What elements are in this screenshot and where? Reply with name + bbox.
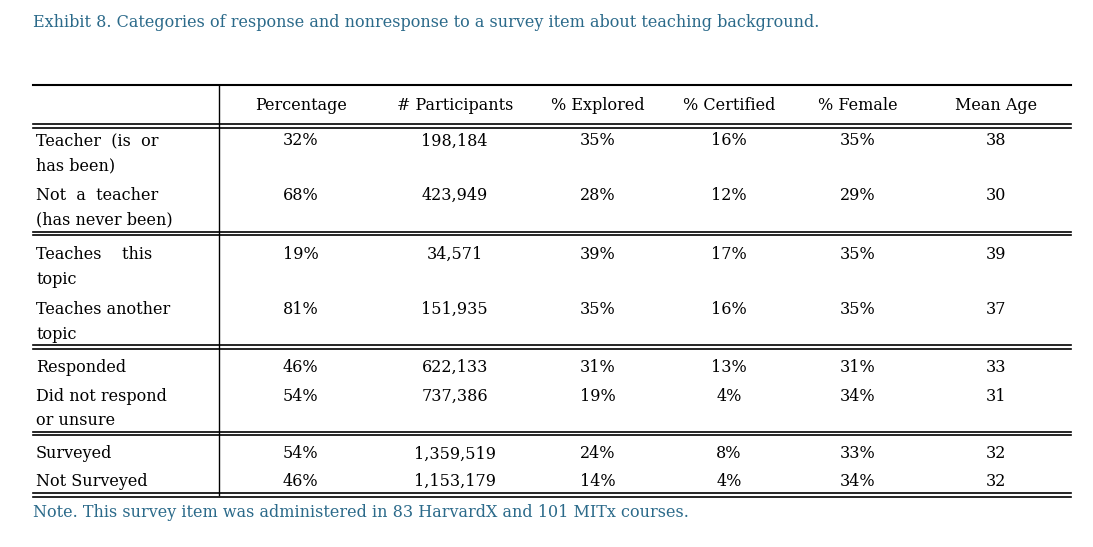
Text: 68%: 68% (283, 187, 318, 204)
Text: 151,935: 151,935 (422, 301, 487, 318)
Text: topic: topic (36, 271, 77, 288)
Text: 46%: 46% (283, 359, 318, 376)
Text: 46%: 46% (283, 473, 318, 490)
Text: 24%: 24% (580, 445, 615, 462)
Text: Not  a  teacher: Not a teacher (36, 187, 158, 204)
Text: 81%: 81% (283, 301, 318, 318)
Text: Exhibit 8. Categories of response and nonresponse to a survey item about teachin: Exhibit 8. Categories of response and no… (33, 14, 819, 31)
Text: 19%: 19% (580, 388, 615, 405)
Text: 16%: 16% (712, 132, 747, 149)
Text: # Participants: # Participants (397, 97, 513, 114)
Text: 35%: 35% (841, 301, 875, 318)
Text: 4%: 4% (716, 473, 742, 490)
Text: % Explored: % Explored (551, 97, 645, 114)
Text: 32: 32 (986, 473, 1007, 490)
Text: 622,133: 622,133 (422, 359, 487, 376)
Text: or unsure: or unsure (36, 412, 115, 429)
Text: 17%: 17% (712, 246, 747, 263)
Text: 12%: 12% (712, 187, 747, 204)
Text: 34,571: 34,571 (426, 246, 483, 263)
Text: (has never been): (has never been) (36, 212, 173, 229)
Text: Teacher  (is  or: Teacher (is or (36, 132, 158, 149)
Text: 54%: 54% (283, 388, 318, 405)
Text: 737,386: 737,386 (422, 388, 487, 405)
Text: 29%: 29% (841, 187, 875, 204)
Text: 423,949: 423,949 (422, 187, 487, 204)
Text: 35%: 35% (580, 132, 615, 149)
Text: 32: 32 (986, 445, 1007, 462)
Text: 14%: 14% (580, 473, 615, 490)
Text: 13%: 13% (712, 359, 747, 376)
Text: 198,184: 198,184 (422, 132, 487, 149)
Text: 35%: 35% (841, 132, 875, 149)
Text: 34%: 34% (841, 388, 875, 405)
Text: 37: 37 (986, 301, 1007, 318)
Text: topic: topic (36, 326, 77, 343)
Text: 31%: 31% (841, 359, 875, 376)
Text: % Certified: % Certified (683, 97, 775, 114)
Text: 33: 33 (986, 359, 1007, 376)
Text: Responded: Responded (36, 359, 126, 376)
Text: 28%: 28% (580, 187, 615, 204)
Text: 35%: 35% (580, 301, 615, 318)
Text: % Female: % Female (819, 97, 897, 114)
Text: 39: 39 (986, 246, 1007, 263)
Text: Teaches    this: Teaches this (36, 246, 152, 263)
Text: 54%: 54% (283, 445, 318, 462)
Text: 35%: 35% (841, 246, 875, 263)
Text: Mean Age: Mean Age (955, 97, 1037, 114)
Text: 4%: 4% (716, 388, 742, 405)
Text: 34%: 34% (841, 473, 875, 490)
Text: has been): has been) (36, 157, 115, 174)
Text: 8%: 8% (716, 445, 742, 462)
Text: Teaches another: Teaches another (36, 301, 171, 318)
Text: 1,153,179: 1,153,179 (413, 473, 496, 490)
Text: Surveyed: Surveyed (36, 445, 113, 462)
Text: 38: 38 (986, 132, 1007, 149)
Text: 19%: 19% (283, 246, 318, 263)
Text: 30: 30 (986, 187, 1007, 204)
Text: 32%: 32% (283, 132, 318, 149)
Text: 39%: 39% (580, 246, 615, 263)
Text: 1,359,519: 1,359,519 (413, 445, 496, 462)
Text: 33%: 33% (841, 445, 875, 462)
Text: 16%: 16% (712, 301, 747, 318)
Text: Note. This survey item was administered in 83 HarvardX and 101 MITx courses.: Note. This survey item was administered … (33, 504, 689, 521)
Text: Did not respond: Did not respond (36, 388, 167, 405)
Text: 31%: 31% (580, 359, 615, 376)
Text: 31: 31 (986, 388, 1007, 405)
Text: Percentage: Percentage (255, 97, 346, 114)
Text: Not Surveyed: Not Surveyed (36, 473, 148, 490)
